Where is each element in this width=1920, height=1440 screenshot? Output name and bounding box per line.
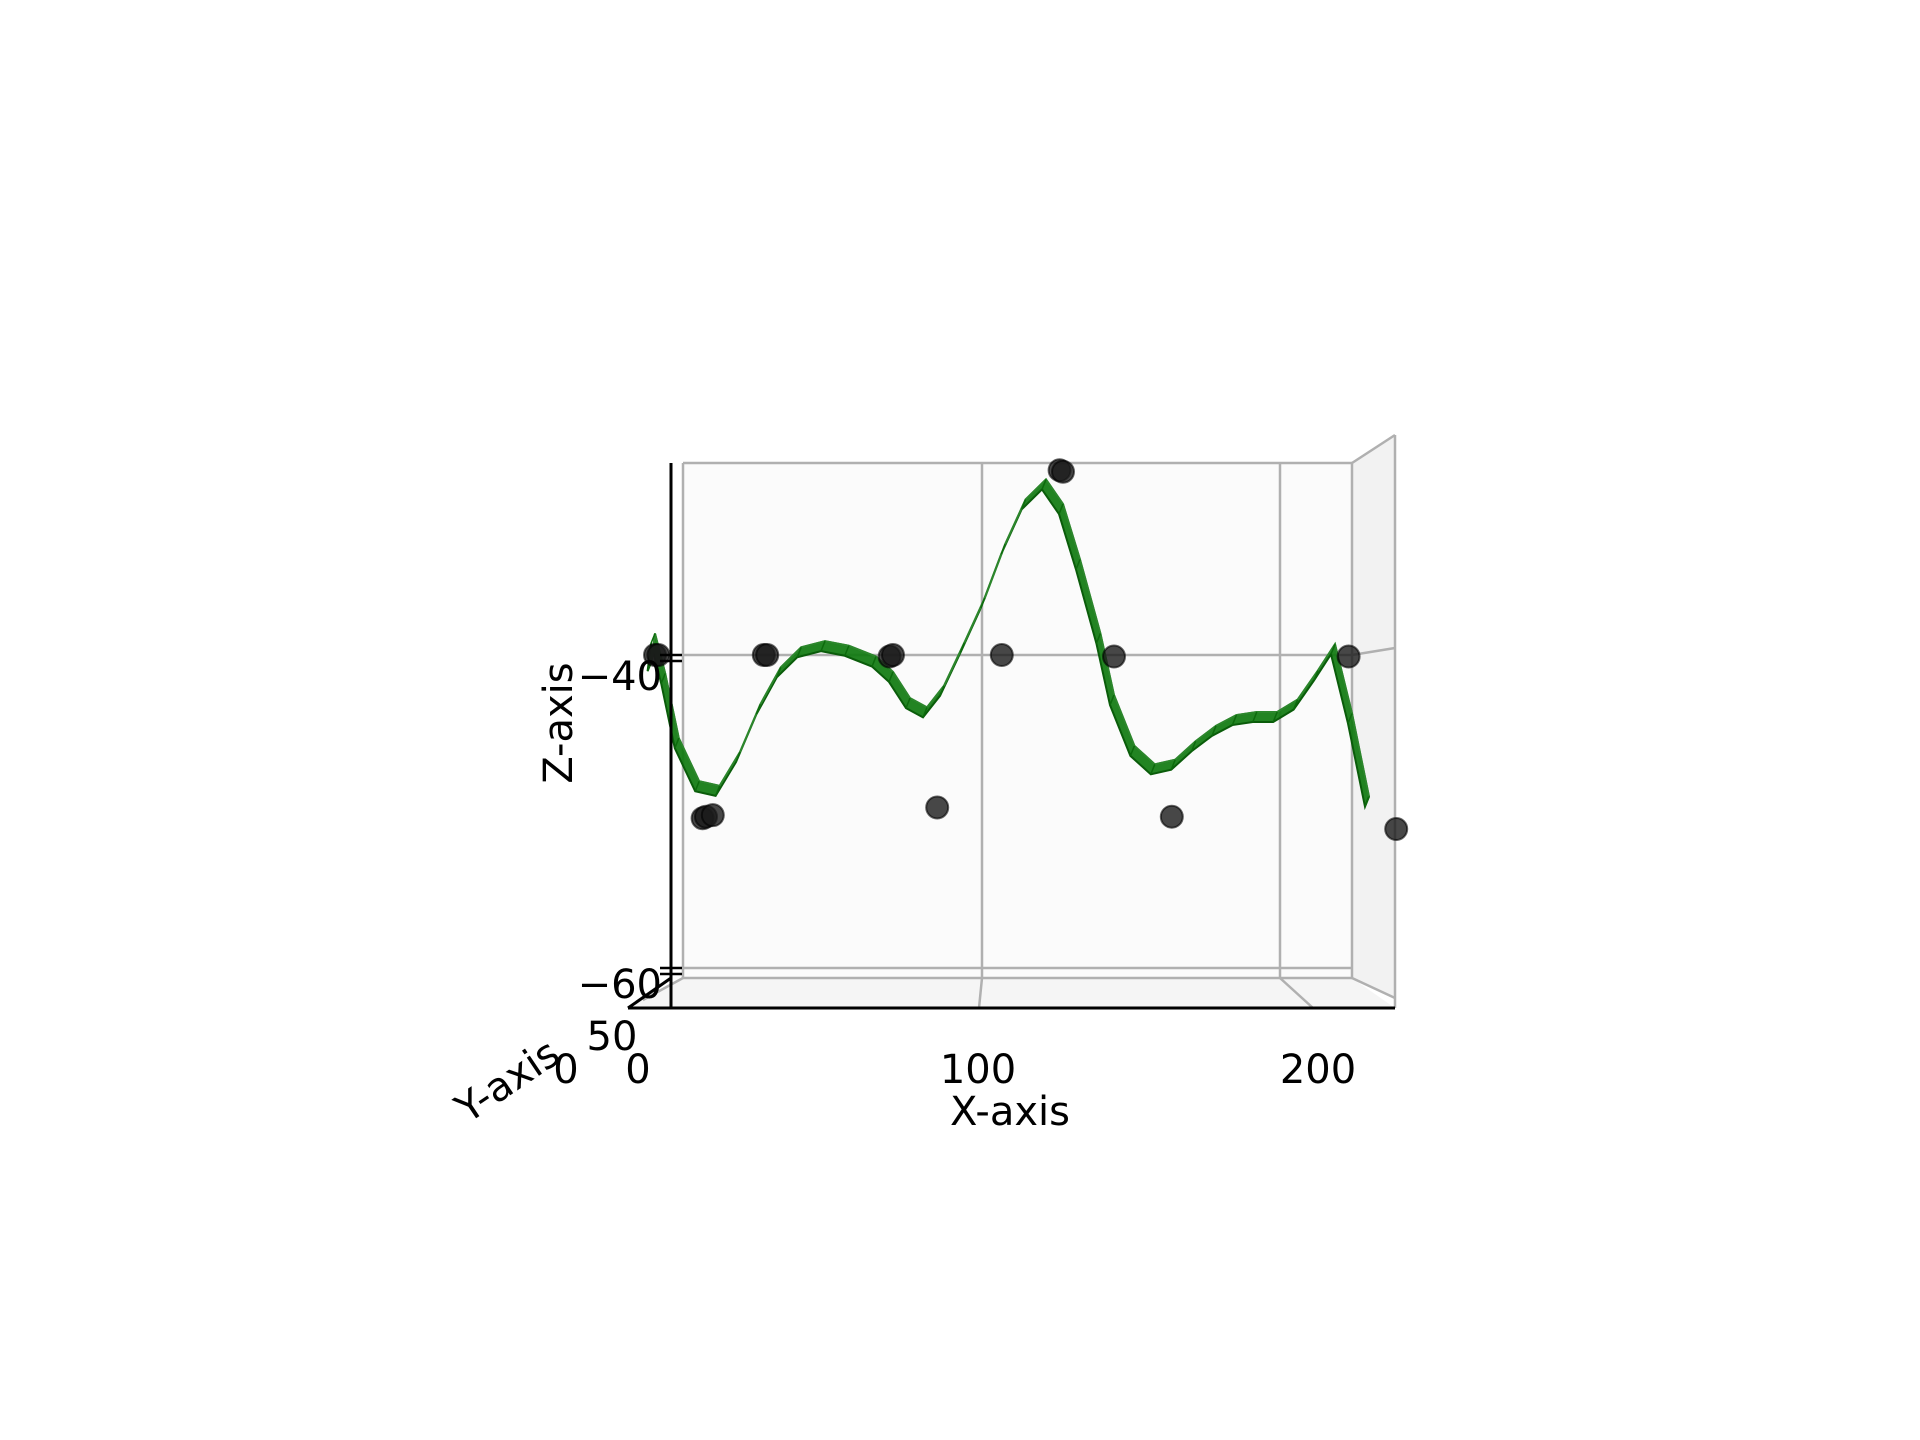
surface [646,477,1371,811]
surface-mesh-line-33 [1272,711,1278,723]
surface-mesh-line-30 [1211,725,1217,737]
data-point-14 [1159,804,1184,829]
grid-line-floor-x-100 [977,977,984,1009]
surface-mesh-line-34 [1292,699,1299,710]
surface-mesh-line-19 [1000,543,1006,555]
surface-mesh-line-25 [1109,694,1115,706]
y-axis-label: Y-axis [447,1030,568,1133]
data-point-10 [989,643,1014,667]
data-point-8 [881,643,905,667]
data-points [643,458,1409,842]
data-point-13 [1102,644,1126,669]
surface-mesh-line-15 [922,707,928,718]
x-axis-label: X-axis [950,1089,1070,1135]
grid-line-side-floor [1351,976,1396,1000]
surface-mesh-line-35 [1313,670,1319,681]
surface-mesh-line-9 [796,647,802,658]
data-point-12 [1051,459,1075,484]
surface-mesh-line-18 [980,597,986,609]
surface-mesh-line-1 [650,633,656,644]
surface-mesh-line-28 [1170,759,1176,770]
surface-mesh-line-11 [844,645,850,657]
z-tick-label-minus-60: −60 [578,962,662,1008]
surface-mesh-line-32 [1252,711,1258,723]
surface-mesh-line-10 [820,640,826,652]
surface-mesh-line-17 [959,642,966,653]
axis-lines [627,463,1395,1010]
surface-mesh-line-6 [735,751,741,763]
surface-mesh-line-16 [939,685,945,697]
data-point-16 [1384,817,1409,842]
grid-line-side-top [1351,433,1396,465]
data-point-6 [755,643,780,667]
x-tick-label-0: 0 [625,1047,650,1093]
surface-mesh-line-23 [1075,559,1081,570]
y-tick-label-50: 50 [587,1014,638,1060]
z-axis-label: Z-axis [536,662,582,783]
grid-line-floor-x-200 [1279,977,1314,1009]
floor-pane [628,978,1395,1008]
surface-mesh-line-26 [1129,745,1136,757]
surface-mesh-line-29 [1190,740,1197,752]
surface-mesh-line-8 [776,667,782,678]
surface-mesh-line-5 [714,785,721,797]
surface-mesh-line-12 [871,656,877,667]
side-pane [1352,435,1395,998]
surface-mesh-line-27 [1150,764,1156,775]
axis-panes [628,435,1395,1008]
surface-mesh-line-31 [1231,714,1238,726]
surface-mesh-line-7 [755,704,762,715]
y-axis-line [627,976,672,1010]
surface-mesh-line-24 [1095,633,1102,644]
grid-line-floor-left [642,976,684,1002]
data-point-9 [925,795,950,820]
surface-mesh-line-21 [1041,479,1047,490]
surface-mesh-line-37 [1347,713,1353,724]
surface-mesh-line-38 [1364,796,1370,807]
surface-mesh-line-22 [1058,503,1064,515]
back-pane [683,435,1395,998]
x-tick-label-200: 200 [1280,1047,1356,1093]
surface-mesh-line-2 [660,673,666,684]
surface-mesh-line-4 [694,781,700,792]
surface-mesh-line-14 [905,697,911,709]
data-point-4 [700,803,725,828]
grid-lines [642,433,1397,1009]
surface-mesh-line-20 [1020,499,1027,510]
tick-marks [660,653,682,976]
surface-mesh-line-3 [674,737,680,749]
y-tick-label-0: 0 [553,1047,578,1093]
surface-mesh-line-36 [1330,643,1336,655]
surface-mesh-line-13 [888,671,894,683]
z-tick-label-minus-40: −40 [578,654,662,700]
x-tick-label-100: 100 [940,1047,1016,1093]
data-point-15 [1336,644,1361,669]
